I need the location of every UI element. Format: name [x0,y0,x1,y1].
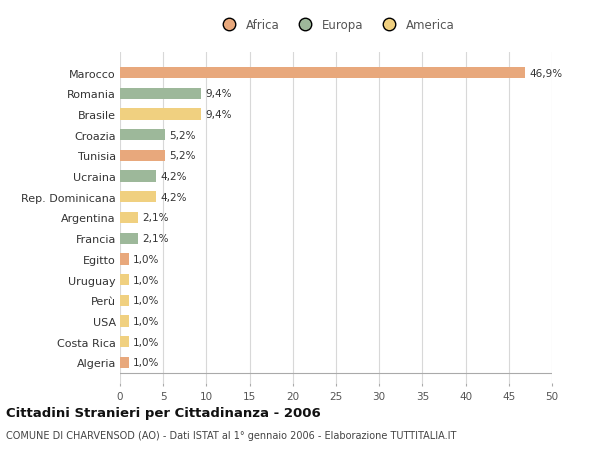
Text: 5,2%: 5,2% [169,130,196,140]
Text: 1,0%: 1,0% [133,358,160,368]
Text: 1,0%: 1,0% [133,275,160,285]
Bar [120,89,201,100]
Bar [120,316,128,327]
Text: 5,2%: 5,2% [169,151,196,161]
Bar [120,274,128,285]
Bar [120,295,128,306]
Bar [120,357,128,368]
Text: 1,0%: 1,0% [133,296,160,306]
Text: 2,1%: 2,1% [142,234,169,244]
Text: COMUNE DI CHARVENSOD (AO) - Dati ISTAT al 1° gennaio 2006 - Elaborazione TUTTITA: COMUNE DI CHARVENSOD (AO) - Dati ISTAT a… [6,431,457,441]
Bar [120,130,165,141]
Text: 4,2%: 4,2% [161,172,187,182]
Bar [120,254,128,265]
Bar [120,171,156,182]
Text: 46,9%: 46,9% [530,68,563,78]
Bar [120,109,201,120]
Text: Cittadini Stranieri per Cittadinanza - 2006: Cittadini Stranieri per Cittadinanza - 2… [6,406,321,419]
Bar [120,336,128,347]
Bar [120,151,165,162]
Text: 4,2%: 4,2% [161,192,187,202]
Text: 9,4%: 9,4% [206,89,232,99]
Bar [120,233,138,244]
Text: 1,0%: 1,0% [133,254,160,264]
Bar [120,68,525,79]
Text: 1,0%: 1,0% [133,316,160,326]
Text: 9,4%: 9,4% [206,110,232,120]
Bar [120,213,138,224]
Bar [120,192,156,203]
Text: 2,1%: 2,1% [142,213,169,223]
Legend: Africa, Europa, America: Africa, Europa, America [217,19,455,32]
Text: 1,0%: 1,0% [133,337,160,347]
